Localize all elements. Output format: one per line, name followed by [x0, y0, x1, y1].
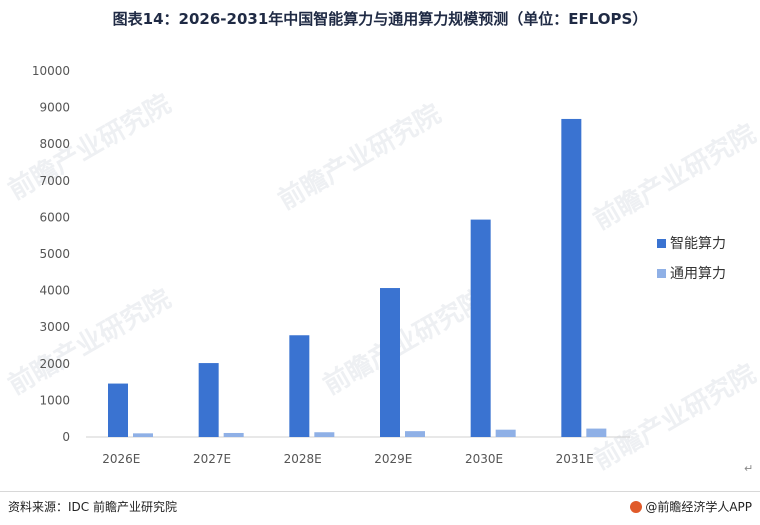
y-axis: 0 1000 2000 3000 4000 5000 6000 7000 8000 9000 100… [32, 64, 70, 444]
bar-intelligent-compute [108, 383, 128, 437]
bar-intelligent-compute [380, 288, 400, 437]
x-tick-label: 2029E [374, 452, 412, 466]
watermark: 前瞻产业研究院 [318, 283, 491, 401]
x-axis: 2026E 2027E 2028E 2029E 2030E 2031E [86, 436, 630, 466]
legend-label: 通用算力 [670, 266, 726, 282]
legend-label: 智能算力 [670, 236, 726, 252]
return-mark: ↵ [744, 462, 754, 475]
bars [108, 118, 607, 438]
legend-swatch [657, 269, 666, 278]
watermark: 前瞻产业研究院 [588, 358, 760, 476]
y-tick-label: 5000 [39, 247, 70, 261]
x-tick-label: 2026E [102, 452, 140, 466]
bar-general-compute [223, 432, 244, 437]
y-tick-label: 0 [62, 430, 70, 444]
y-tick-label: 1000 [39, 393, 70, 407]
x-tick-label: 2031E [556, 452, 594, 466]
source-note: 资料来源：IDC 前瞻产业研究院 [8, 500, 177, 514]
x-tick-label: 2030E [465, 452, 503, 466]
brand-text: @前瞻经济学人APP [645, 500, 752, 514]
bar-chart: 前瞻产业研究院 前瞻产业研究院 前瞻产业研究院 前瞻产业研究院 前瞻产业研究院 … [3, 64, 760, 476]
watermark: 前瞻产业研究院 [588, 118, 760, 236]
bar-intelligent-compute [470, 219, 491, 437]
bar-general-compute [133, 433, 153, 437]
x-tick-label: 2028E [284, 452, 322, 466]
footer-divider [0, 491, 760, 492]
brand-logo-icon [630, 500, 643, 513]
brand-credit: @前瞻经济学人APP [630, 498, 752, 515]
bar-general-compute [405, 431, 425, 437]
y-tick-label: 6000 [39, 210, 70, 224]
bar-general-compute [495, 429, 516, 437]
bar-intelligent-compute [198, 363, 219, 437]
y-tick-label: 9000 [39, 101, 70, 115]
y-tick-label: 2000 [39, 357, 70, 371]
y-tick-label: 8000 [39, 137, 70, 151]
x-tick-label: 2027E [193, 452, 231, 466]
y-tick-label: 3000 [39, 320, 70, 334]
y-tick-label: 10000 [32, 64, 70, 78]
bar-general-compute [314, 432, 335, 437]
legend-swatch [657, 239, 666, 248]
watermark: 前瞻产业研究院 [273, 98, 446, 216]
chart-title: 图表14：2026-2031年中国智能算力与通用算力规模预测（单位：EFLOPS… [112, 10, 648, 28]
watermark: 前瞻产业研究院 [3, 283, 176, 401]
bar-general-compute [586, 428, 607, 437]
y-tick-label: 4000 [39, 284, 70, 298]
bar-intelligent-compute [289, 335, 310, 437]
bar-intelligent-compute [561, 118, 582, 438]
y-tick-label: 7000 [39, 174, 70, 188]
watermark: 前瞻产业研究院 [3, 88, 176, 206]
